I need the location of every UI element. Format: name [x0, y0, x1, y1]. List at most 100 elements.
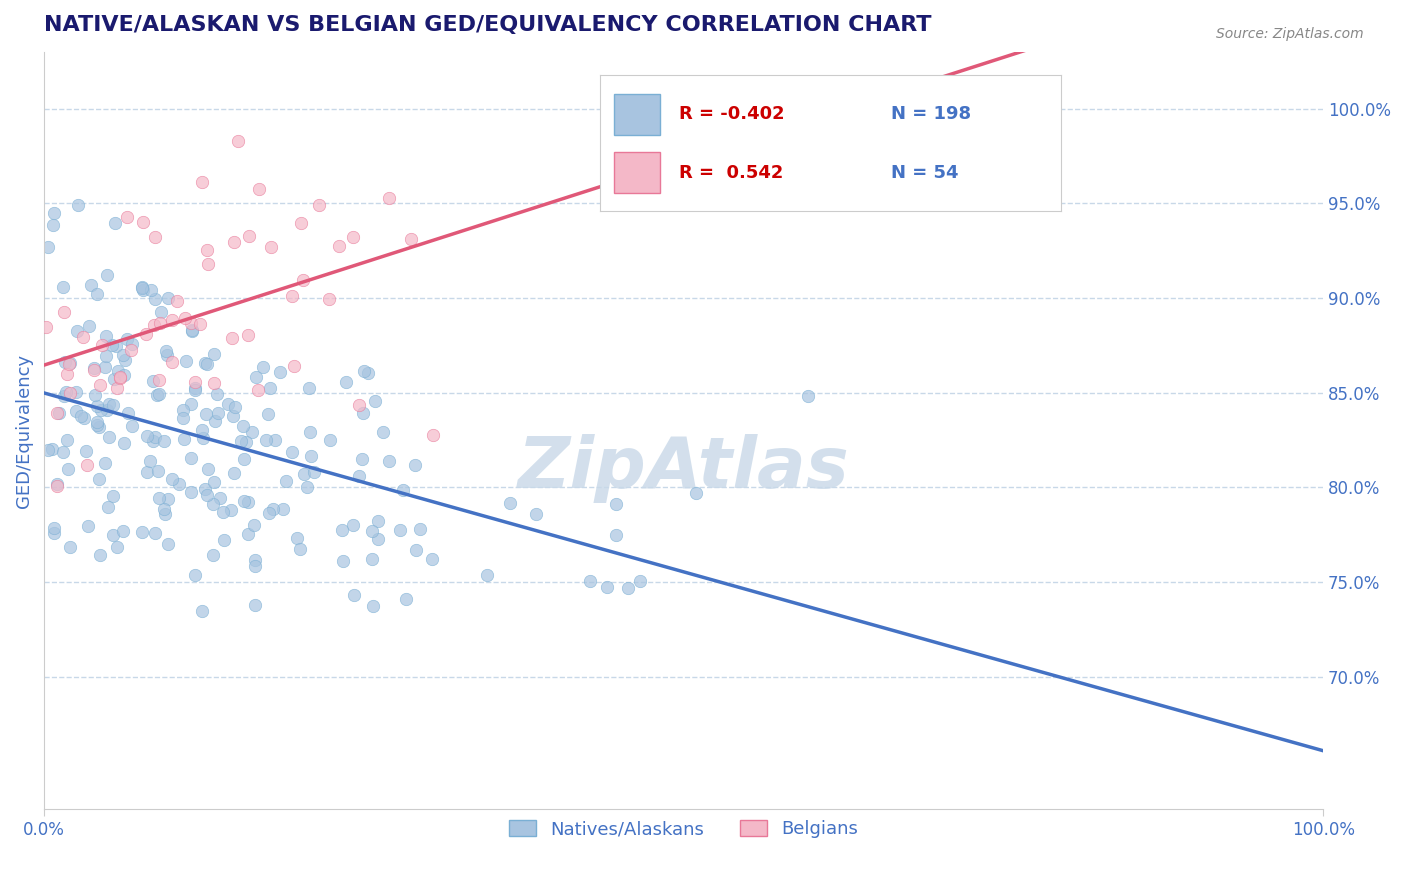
- Natives/Alaskans: [167, 476, 190, 491]
- Natives/Alaskans: [202, 347, 225, 361]
- Natives/Alaskans: [94, 359, 117, 374]
- Natives/Alaskans: [56, 462, 79, 476]
- Natives/Alaskans: [131, 283, 153, 297]
- Natives/Alaskans: [236, 527, 259, 541]
- Natives/Alaskans: [180, 450, 202, 465]
- Natives/Alaskans: [298, 381, 321, 395]
- Belgians: [115, 210, 138, 224]
- Natives/Alaskans: [94, 456, 117, 470]
- Natives/Alaskans: [90, 403, 112, 417]
- Natives/Alaskans: [194, 356, 217, 370]
- Belgians: [72, 330, 94, 344]
- Belgians: [197, 244, 219, 258]
- Natives/Alaskans: [202, 548, 225, 562]
- Belgians: [149, 316, 172, 330]
- Natives/Alaskans: [37, 443, 59, 458]
- Natives/Alaskans: [96, 268, 118, 282]
- Belgians: [56, 368, 79, 382]
- Natives/Alaskans: [112, 368, 135, 383]
- Natives/Alaskans: [243, 517, 266, 532]
- Legend: Natives/Alaskans, Belgians: Natives/Alaskans, Belgians: [502, 813, 866, 846]
- Belgians: [166, 293, 188, 308]
- Natives/Alaskans: [53, 389, 76, 403]
- Natives/Alaskans: [498, 496, 520, 510]
- Belgians: [90, 338, 112, 352]
- Natives/Alaskans: [66, 198, 89, 212]
- Natives/Alaskans: [59, 540, 82, 554]
- Natives/Alaskans: [361, 599, 384, 614]
- Text: NATIVE/ALASKAN VS BELGIAN GED/EQUIVALENCY CORRELATION CHART: NATIVE/ALASKAN VS BELGIAN GED/EQUIVALENC…: [44, 15, 932, 35]
- Natives/Alaskans: [207, 406, 229, 420]
- Natives/Alaskans: [96, 402, 118, 417]
- Belgians: [83, 363, 105, 377]
- Natives/Alaskans: [94, 329, 117, 343]
- Natives/Alaskans: [131, 281, 153, 295]
- Natives/Alaskans: [332, 554, 354, 568]
- Natives/Alaskans: [371, 425, 394, 439]
- Natives/Alaskans: [139, 283, 162, 297]
- Natives/Alaskans: [256, 407, 278, 421]
- Natives/Alaskans: [264, 433, 287, 447]
- Natives/Alaskans: [181, 324, 204, 338]
- Natives/Alaskans: [101, 527, 124, 541]
- Belgians: [76, 458, 98, 473]
- Natives/Alaskans: [605, 497, 627, 511]
- Natives/Alaskans: [148, 491, 170, 505]
- Belgians: [238, 229, 260, 244]
- Belgians: [247, 182, 270, 196]
- Natives/Alaskans: [157, 536, 180, 550]
- Natives/Alaskans: [361, 524, 384, 538]
- Natives/Alaskans: [357, 366, 380, 380]
- Natives/Alaskans: [142, 374, 165, 388]
- Natives/Alaskans: [605, 527, 627, 541]
- Natives/Alaskans: [204, 414, 226, 428]
- Natives/Alaskans: [184, 381, 207, 395]
- Natives/Alaskans: [87, 420, 110, 434]
- Natives/Alaskans: [302, 465, 325, 479]
- Belgians: [308, 198, 330, 212]
- Natives/Alaskans: [65, 404, 87, 418]
- Natives/Alaskans: [142, 434, 165, 448]
- Natives/Alaskans: [404, 458, 426, 473]
- Natives/Alaskans: [285, 531, 308, 545]
- Natives/Alaskans: [52, 280, 75, 294]
- Natives/Alaskans: [330, 524, 353, 538]
- Belgians: [236, 328, 259, 343]
- Natives/Alaskans: [395, 591, 418, 606]
- Belgians: [422, 428, 444, 442]
- Natives/Alaskans: [96, 349, 118, 363]
- Natives/Alaskans: [191, 431, 214, 445]
- Belgians: [221, 331, 243, 345]
- Natives/Alaskans: [131, 279, 153, 293]
- Belgians: [222, 235, 245, 249]
- Belgians: [108, 370, 131, 384]
- Belgians: [188, 317, 211, 331]
- Natives/Alaskans: [194, 483, 217, 497]
- Belgians: [342, 229, 364, 244]
- Natives/Alaskans: [243, 598, 266, 612]
- Belgians: [46, 406, 69, 420]
- Natives/Alaskans: [115, 332, 138, 346]
- Natives/Alaskans: [202, 475, 225, 489]
- Natives/Alaskans: [252, 359, 274, 374]
- Natives/Alaskans: [76, 519, 98, 533]
- Natives/Alaskans: [112, 524, 135, 539]
- Natives/Alaskans: [153, 501, 176, 516]
- Natives/Alaskans: [409, 522, 432, 536]
- Natives/Alaskans: [343, 588, 366, 602]
- Natives/Alaskans: [157, 491, 180, 506]
- Natives/Alaskans: [292, 467, 315, 482]
- Natives/Alaskans: [173, 403, 195, 417]
- Natives/Alaskans: [295, 480, 318, 494]
- Natives/Alaskans: [207, 386, 229, 401]
- Natives/Alaskans: [201, 497, 224, 511]
- Natives/Alaskans: [280, 444, 302, 458]
- Belgians: [35, 319, 58, 334]
- Belgians: [228, 134, 250, 148]
- Natives/Alaskans: [628, 574, 651, 588]
- Natives/Alaskans: [367, 514, 389, 528]
- Natives/Alaskans: [420, 552, 443, 566]
- Natives/Alaskans: [191, 603, 214, 617]
- Natives/Alaskans: [195, 488, 218, 502]
- Natives/Alaskans: [135, 466, 157, 480]
